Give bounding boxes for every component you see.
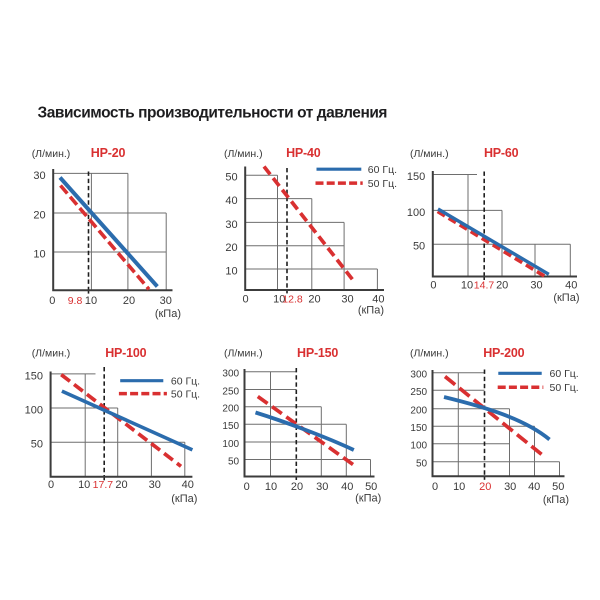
svg-text:0: 0: [244, 481, 250, 493]
svg-text:(кПа): (кПа): [553, 292, 579, 304]
svg-text:10: 10: [85, 295, 97, 307]
svg-text:100: 100: [25, 404, 43, 416]
svg-text:HP-200: HP-200: [483, 346, 524, 360]
svg-text:HP-150: HP-150: [297, 346, 338, 360]
svg-text:0: 0: [430, 280, 436, 292]
svg-text:60 Гц.: 60 Гц.: [171, 376, 200, 388]
svg-text:250: 250: [222, 386, 239, 397]
svg-text:20: 20: [496, 280, 508, 292]
svg-text:10: 10: [78, 479, 90, 491]
svg-text:(кПа): (кПа): [171, 493, 197, 505]
svg-text:50: 50: [552, 481, 564, 493]
svg-text:40: 40: [528, 481, 540, 493]
svg-text:40: 40: [372, 294, 384, 306]
svg-text:50 Гц.: 50 Гц.: [171, 388, 200, 400]
svg-text:50 Гц.: 50 Гц.: [368, 178, 397, 190]
svg-text:20: 20: [115, 479, 127, 491]
svg-text:0: 0: [49, 295, 55, 307]
svg-text:(кПа): (кПа): [358, 305, 384, 317]
svg-text:10: 10: [461, 280, 473, 292]
svg-text:20: 20: [291, 481, 303, 493]
svg-text:50: 50: [365, 481, 377, 493]
svg-text:30: 30: [341, 294, 353, 306]
svg-text:20: 20: [225, 242, 237, 254]
svg-text:20: 20: [479, 481, 491, 493]
svg-text:150: 150: [222, 421, 239, 432]
svg-text:10: 10: [453, 481, 465, 493]
svg-text:HP-100: HP-100: [105, 346, 146, 360]
svg-text:10: 10: [265, 481, 277, 493]
svg-text:HP-60: HP-60: [484, 146, 519, 160]
svg-text:30: 30: [149, 479, 161, 491]
svg-text:(Л/мин.): (Л/мин.): [32, 148, 71, 160]
svg-text:300: 300: [410, 370, 427, 381]
svg-text:30: 30: [530, 280, 542, 292]
svg-text:300: 300: [222, 369, 239, 380]
svg-text:50: 50: [225, 172, 237, 184]
svg-text:(Л/мин.): (Л/мин.): [410, 348, 449, 360]
svg-text:40: 40: [225, 195, 237, 207]
svg-text:30: 30: [225, 219, 237, 231]
svg-text:40: 40: [565, 280, 577, 292]
svg-text:HP-40: HP-40: [286, 146, 321, 160]
svg-text:12.8: 12.8: [282, 294, 303, 306]
svg-text:30: 30: [504, 481, 516, 493]
svg-text:100: 100: [410, 441, 427, 452]
svg-text:20: 20: [308, 294, 320, 306]
svg-text:60 Гц.: 60 Гц.: [550, 368, 579, 380]
svg-text:(Л/мин.): (Л/мин.): [410, 148, 449, 160]
svg-text:(кПа): (кПа): [355, 493, 381, 505]
svg-text:250: 250: [410, 387, 427, 398]
svg-text:30: 30: [160, 295, 172, 307]
svg-text:150: 150: [407, 171, 425, 183]
svg-text:10: 10: [225, 265, 237, 277]
svg-text:(кПа): (кПа): [543, 494, 569, 506]
svg-text:10: 10: [33, 248, 45, 260]
svg-text:50 Гц.: 50 Гц.: [550, 382, 579, 394]
svg-text:50: 50: [228, 456, 240, 467]
svg-text:50: 50: [416, 459, 428, 470]
svg-text:(Л/мин.): (Л/мин.): [32, 348, 71, 360]
svg-text:14.7: 14.7: [474, 280, 495, 292]
svg-text:50: 50: [413, 241, 425, 253]
svg-text:50: 50: [31, 439, 43, 451]
svg-text:20: 20: [33, 209, 45, 221]
svg-text:150: 150: [25, 370, 43, 382]
svg-text:150: 150: [410, 423, 427, 434]
svg-text:(кПа): (кПа): [155, 308, 181, 320]
svg-text:0: 0: [243, 294, 249, 306]
svg-text:0: 0: [48, 479, 54, 491]
svg-text:60 Гц.: 60 Гц.: [368, 164, 397, 176]
svg-text:40: 40: [341, 481, 353, 493]
svg-text:20: 20: [123, 295, 135, 307]
svg-text:(Л/мин.): (Л/мин.): [224, 148, 263, 160]
svg-text:100: 100: [407, 207, 425, 219]
svg-text:40: 40: [182, 479, 194, 491]
svg-text:30: 30: [33, 170, 45, 182]
svg-text:10: 10: [273, 294, 285, 306]
svg-text:30: 30: [316, 481, 328, 493]
svg-text:(Л/мин.): (Л/мин.): [224, 348, 263, 360]
svg-text:200: 200: [222, 404, 239, 415]
svg-text:HP-20: HP-20: [91, 146, 126, 160]
svg-text:17.7: 17.7: [93, 479, 114, 491]
svg-text:100: 100: [222, 439, 239, 450]
svg-text:Зависимость производительности: Зависимость производительности от давлен…: [38, 105, 388, 122]
svg-text:0: 0: [432, 481, 438, 493]
svg-text:200: 200: [410, 406, 427, 417]
svg-text:9.8: 9.8: [68, 295, 83, 307]
